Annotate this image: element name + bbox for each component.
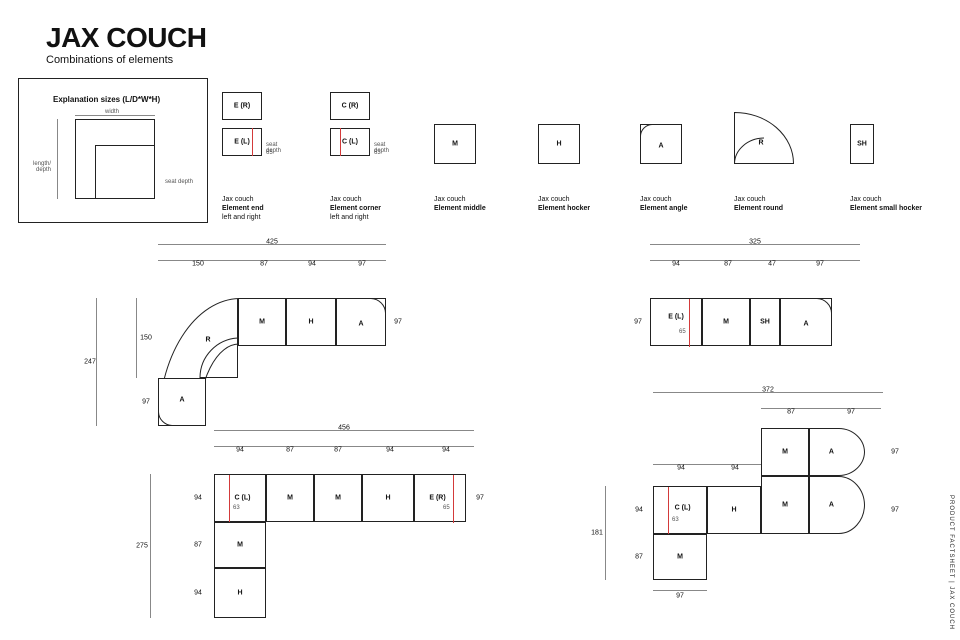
cap-corner: Jax couchElement cornerleft and right [330,196,381,222]
cap-angle: Jax couchElement angle [640,196,687,214]
explanation-panel: Explanation sizes (L/D*W*H) width length… [18,78,208,223]
exp-sd: seat depth [165,179,193,185]
cap-sh: Jax couchElement small hocker [850,196,922,214]
explanation-title: Explanation sizes (L/D*W*H) [53,95,160,104]
page-title: JAX COUCH [46,22,206,54]
page-subtitle: Combinations of elements [46,54,173,66]
legend-angle: A [640,124,682,164]
cap-round: Jax couchElement round [734,196,783,214]
exp-ld: length/ depth [25,161,51,173]
legend-hocker: H [538,124,580,164]
legend-sh: SH [850,124,874,164]
cap-end: Jax couchElement endleft and right [222,196,264,222]
side-text: PRODUCT FACTSHEET | JAX COUCH [948,495,954,630]
legend-middle: M [434,124,476,164]
cap-middle: Jax couchElement middle [434,196,486,214]
cap-hocker: Jax couchElement hocker [538,196,590,214]
legend-round: R [734,112,794,164]
